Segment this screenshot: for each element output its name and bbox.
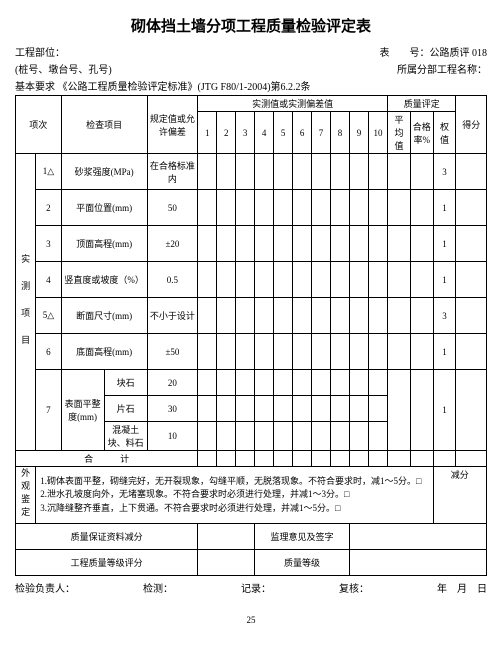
qa-deduct-row: 质量保证资料减分 监理意见及签字 xyxy=(16,524,487,550)
main-table: 项次 检查项目 规定值或允许偏差 实测值或实测偏差值 质量评定 得分 1 2 3… xyxy=(15,95,487,576)
col-pass: 合格率% xyxy=(410,112,433,154)
side-label: 实 测 项 目 xyxy=(16,154,36,451)
table-row: 5△ 断面尺寸(mm) 不小于设计 3 xyxy=(16,298,487,334)
col-item: 检查项目 xyxy=(61,96,147,154)
form-number: 表 号：公路质评 018 xyxy=(380,44,488,59)
col-n2: 2 xyxy=(217,112,236,154)
reviewer-label: 复核： xyxy=(339,580,369,595)
grade-row: 工程质量等级评分 质量等级 xyxy=(16,550,487,576)
table-row: 实 测 项 目 1△ 砂浆强度(MPa) 在合格标准内 3 xyxy=(16,154,487,190)
table-row: 4 竖直度或坡度（%） 0.5 1 xyxy=(16,262,487,298)
col-n4: 4 xyxy=(255,112,274,154)
col-n3: 3 xyxy=(236,112,255,154)
col-n5: 5 xyxy=(274,112,293,154)
footer: 检验负责人： 检测： 记录： 复核： 年 月 日 xyxy=(15,580,487,595)
inspector-label: 检验负责人： xyxy=(15,580,75,595)
col-n8: 8 xyxy=(331,112,350,154)
tester-label: 检测： xyxy=(143,580,173,595)
subproject-name-label: 所属分部工程名称： xyxy=(397,61,487,76)
page-number: 25 xyxy=(15,615,487,625)
col-wt: 权值 xyxy=(433,112,456,154)
page-title: 砌体挡土墙分项工程质量检验评定表 xyxy=(15,15,487,36)
table-row: 2 平面位置(mm) 50 1 xyxy=(16,190,487,226)
col-seq: 项次 xyxy=(16,96,62,154)
col-n1: 1 xyxy=(198,112,217,154)
col-quality: 质量评定 xyxy=(388,96,456,112)
col-n10: 10 xyxy=(368,112,387,154)
basic-requirement: 基本要求 《公路工程质量检验评定标准》(JTG F80/1-2004)第6.2.… xyxy=(15,78,487,93)
recorder-label: 记录： xyxy=(241,580,271,595)
table-row: 3 顶面高程(mm) ±20 1 xyxy=(16,226,487,262)
pile-info-label: (桩号、墩台号、孔号) xyxy=(15,61,112,76)
col-score: 得分 xyxy=(456,96,487,154)
col-n7: 7 xyxy=(312,112,331,154)
col-n9: 9 xyxy=(349,112,368,154)
col-spec: 规定值或允许偏差 xyxy=(147,96,198,154)
table-row: 7 表面平整度(mm) 块石 20 1 xyxy=(16,370,487,396)
table-row: 6 底面高程(mm) ±50 1 xyxy=(16,334,487,370)
sum-row: 合 计 xyxy=(16,451,487,467)
appearance-row: 外观鉴定 1.砌体表面平整，砌缝完好，无开裂现象，勾缝平顺，无脱落现象。不符合要… xyxy=(16,467,487,524)
col-measured: 实测值或实测偏差值 xyxy=(198,96,388,112)
col-n6: 6 xyxy=(293,112,312,154)
col-avg: 平均值 xyxy=(388,112,411,154)
date-label: 年 月 日 xyxy=(437,580,487,595)
project-location-label: 工程部位： xyxy=(15,44,65,59)
